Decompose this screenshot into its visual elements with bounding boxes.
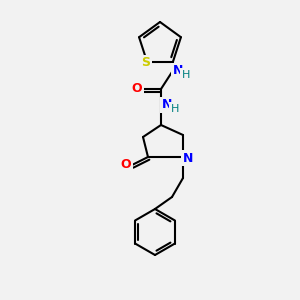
Text: N: N: [162, 98, 172, 112]
Text: O: O: [121, 158, 131, 172]
Text: S: S: [142, 56, 151, 69]
Text: N: N: [173, 64, 183, 77]
Text: H: H: [171, 104, 179, 114]
Text: O: O: [132, 82, 142, 95]
Text: H: H: [182, 70, 190, 80]
Text: N: N: [183, 152, 193, 164]
